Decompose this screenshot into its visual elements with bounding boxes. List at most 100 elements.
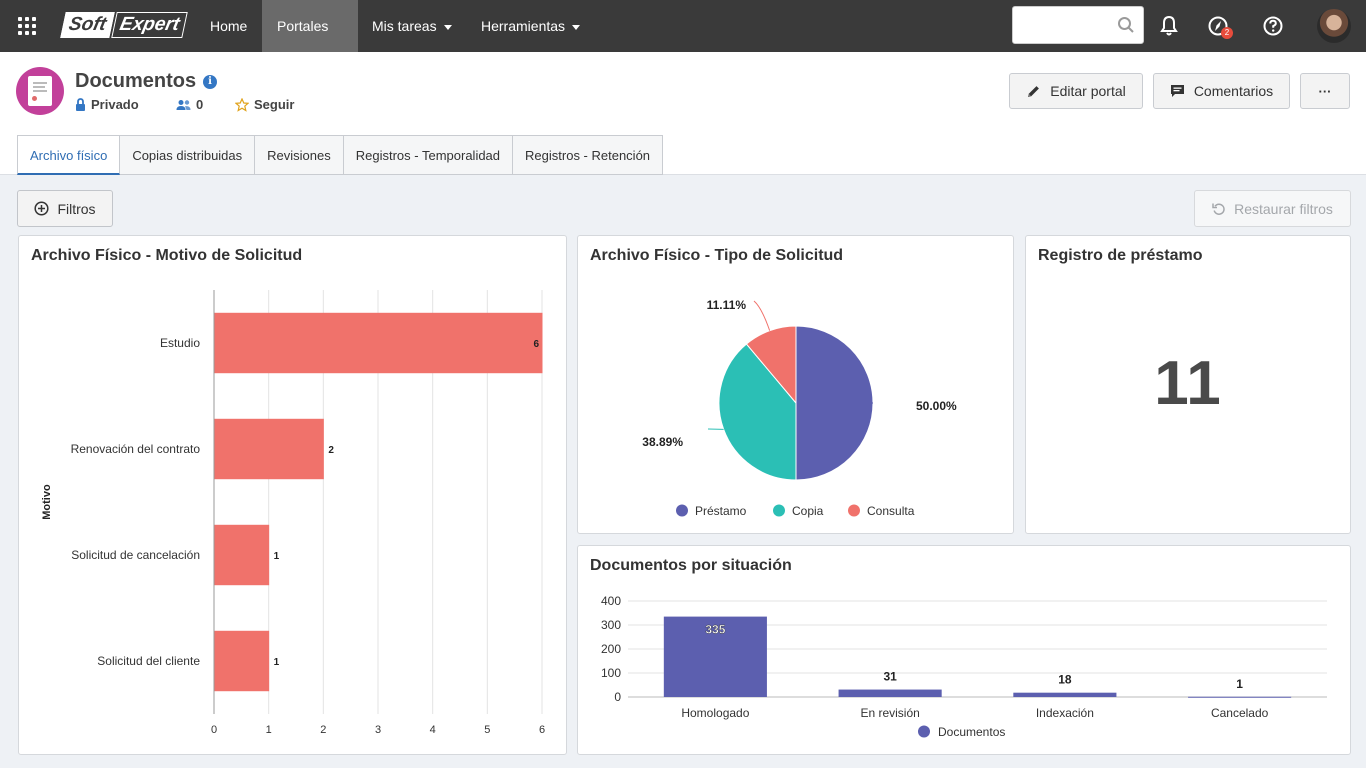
nav-herramientas-label: Herramientas <box>481 18 566 34</box>
restore-filters-button[interactable]: Restaurar filtros <box>1194 190 1351 227</box>
legend-marker <box>848 504 860 517</box>
bar <box>214 524 270 586</box>
edit-portal-label: Editar portal <box>1050 83 1126 99</box>
x-tick-label: 0 <box>211 724 217 736</box>
data-label: 1 <box>274 551 280 562</box>
data-label: 335 <box>705 623 725 637</box>
pie-slice <box>795 325 874 481</box>
category-label: Cancelado <box>1211 706 1269 720</box>
category-label: Indexación <box>1036 706 1094 720</box>
tab-registros-temporalidad[interactable]: Registros - Temporalidad <box>343 135 514 175</box>
star-icon <box>235 97 249 112</box>
search-box <box>1012 6 1144 44</box>
registro-prestamo-panel: Registro de préstamo 11 <box>1025 235 1351 534</box>
documentos-situacion-chart: 0 100 200 300 400 Homologado 335 En revisión 31 I… <box>601 594 1327 739</box>
y-axis-label: Motivo <box>41 484 53 520</box>
avatar[interactable] <box>1317 9 1351 43</box>
comments-label: Comentarios <box>1193 83 1274 99</box>
info-icon[interactable]: i <box>203 75 217 89</box>
bar <box>1013 692 1117 697</box>
restore-filters-label: Restaurar filtros <box>1234 200 1333 217</box>
data-label: 6 <box>533 339 539 350</box>
x-tick-label: 4 <box>430 724 436 736</box>
chevron-down-icon <box>572 24 581 30</box>
bell-icon[interactable] <box>1156 13 1182 39</box>
pencil-icon <box>1028 85 1040 97</box>
nav-herramientas[interactable]: Herramientas <box>466 0 595 52</box>
compass-icon[interactable] <box>1205 13 1231 39</box>
documentos-situacion-panel: Documentos por situación 0 100 200 300 400 Ho… <box>577 545 1351 755</box>
nav-mis-tareas-label: Mis tareas <box>372 18 437 34</box>
x-tick-label: 5 <box>484 724 490 736</box>
legend-label: Préstamo <box>695 504 747 518</box>
follow-label: Seguir <box>254 97 295 112</box>
category-label: Solicitud de cancelación <box>71 548 200 562</box>
tipo-solicitud-chart: 50.00% 38.89% 11.11% Préstamo Copia Consulta <box>642 298 957 518</box>
nav-mis-tareas[interactable]: Mis tareas <box>357 0 467 52</box>
legend-marker <box>676 504 688 517</box>
legend-marker <box>773 504 785 517</box>
x-tick-label: 2 <box>320 724 326 736</box>
bar <box>214 630 270 692</box>
chevron-down-icon <box>443 24 452 30</box>
privacy-label: Privado <box>91 97 139 112</box>
category-label: Estudio <box>160 336 200 350</box>
registro-prestamo-title: Registro de préstamo <box>1038 247 1203 264</box>
tab-archivo-fisico[interactable]: Archivo físico <box>17 135 121 175</box>
tab-registros-retencion[interactable]: Registros - Retención <box>513 135 664 175</box>
data-label: 2 <box>328 445 334 456</box>
undo-icon <box>1212 203 1225 215</box>
registro-prestamo-value: 11 <box>1154 349 1222 418</box>
edit-portal-button[interactable]: Editar portal <box>1009 73 1143 109</box>
logo-part-soft: Soft <box>60 12 115 38</box>
privacy-status: Privado <box>75 97 139 112</box>
search-input[interactable] <box>1013 7 1113 43</box>
nav-portales-label: Portales <box>277 18 329 34</box>
data-label: 1 <box>274 657 280 668</box>
follow-link[interactable]: Seguir <box>235 97 294 112</box>
motivo-solicitud-title: Archivo Físico - Motivo de Solicitud <box>31 247 303 264</box>
nav-portales[interactable]: Portales <box>262 0 358 82</box>
y-tick-label: 0 <box>614 690 621 704</box>
more-options-label: ··· <box>1318 83 1332 99</box>
slice-value-label: 11.11% <box>707 298 747 312</box>
nav-home[interactable]: Home <box>195 0 262 52</box>
members-count[interactable]: 0 <box>176 97 203 112</box>
category-label: Homologado <box>681 706 749 720</box>
top-navigation-bar: Soft Expert Home Portales Mis tareas Her… <box>0 0 1366 82</box>
filters-button[interactable]: Filtros <box>17 190 113 227</box>
tab-copias-distribuidas[interactable]: Copias distribuidas <box>120 135 256 175</box>
comments-button[interactable]: Comentarios <box>1153 73 1290 109</box>
slice-connector <box>753 300 771 331</box>
tipo-solicitud-panel: Archivo Físico - Tipo de Solicitud 50.00… <box>577 235 1014 534</box>
nav-home-label: Home <box>210 18 248 34</box>
help-icon[interactable] <box>1260 13 1286 39</box>
lock-icon <box>76 98 85 111</box>
documentos-situacion-title: Documentos por situación <box>590 557 792 574</box>
logo-part-expert: Expert <box>111 12 188 38</box>
bar <box>214 418 324 480</box>
y-tick-label: 200 <box>601 642 621 656</box>
tab-revisiones[interactable]: Revisiones <box>255 135 344 175</box>
category-label: En revisión <box>860 706 919 720</box>
bar <box>214 312 543 374</box>
plus-circle-icon <box>34 201 49 216</box>
bar <box>838 689 942 697</box>
softexpert-logo[interactable]: Soft Expert <box>60 12 188 38</box>
tipo-solicitud-title: Archivo Físico - Tipo de Solicitud <box>590 247 844 264</box>
apps-grid-icon[interactable] <box>15 14 39 38</box>
x-tick-label: 1 <box>266 724 272 736</box>
portal-tabs: Archivo físico Copias distribuidas Revis… <box>17 135 664 175</box>
data-label: 1 <box>1236 677 1243 691</box>
y-tick-label: 300 <box>601 618 621 632</box>
search-icon[interactable] <box>1117 16 1135 34</box>
motivo-solicitud-chart: 0 1 2 3 4 5 6 Estudio 6 Renovación del contrato 2 S… <box>41 290 545 736</box>
more-options-button[interactable]: ··· <box>1300 73 1350 109</box>
y-tick-label: 100 <box>601 666 621 680</box>
x-tick-label: 6 <box>539 724 545 736</box>
data-label: 31 <box>883 670 897 684</box>
motivo-solicitud-panel: Archivo Físico - Motivo de Solicitud 0 1 2… <box>18 235 567 755</box>
legend-marker <box>918 725 930 738</box>
filters-label: Filtros <box>57 200 96 217</box>
members-count-label: 0 <box>196 97 204 112</box>
